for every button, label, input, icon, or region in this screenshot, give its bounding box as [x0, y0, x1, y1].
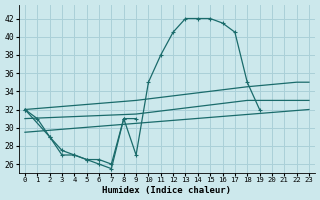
X-axis label: Humidex (Indice chaleur): Humidex (Indice chaleur): [102, 186, 231, 195]
